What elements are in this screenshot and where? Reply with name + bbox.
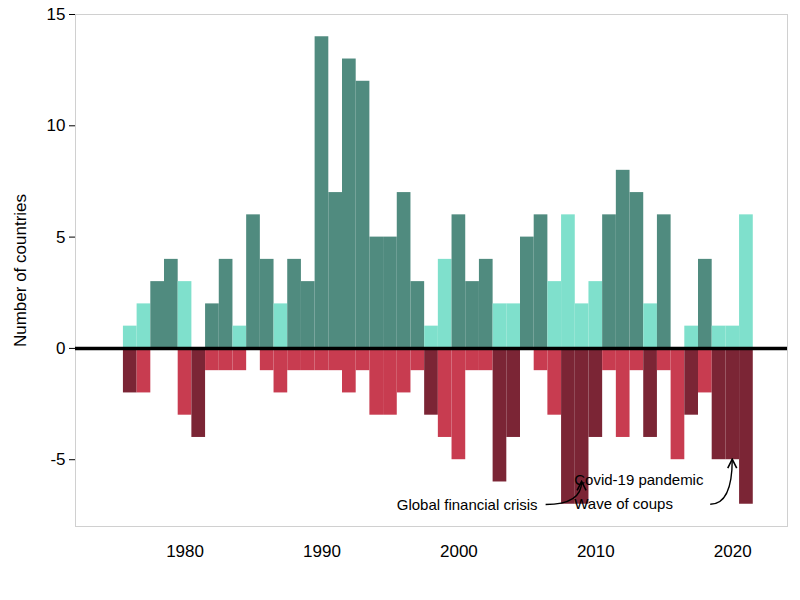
svg-text:10: 10 (47, 116, 66, 135)
svg-text:2010: 2010 (577, 542, 615, 561)
svg-text:Number of countries: Number of countries (11, 194, 30, 347)
svg-text:1980: 1980 (166, 542, 204, 561)
svg-text:2020: 2020 (714, 542, 752, 561)
svg-text:Global financial crisis: Global financial crisis (397, 496, 538, 513)
svg-text:1990: 1990 (303, 542, 341, 561)
svg-text:Wave of coups: Wave of coups (574, 495, 673, 512)
svg-text:-5: -5 (50, 450, 65, 469)
svg-text:15: 15 (47, 5, 66, 24)
svg-text:Covid-19 pandemic: Covid-19 pandemic (574, 471, 704, 488)
svg-text:2000: 2000 (440, 542, 478, 561)
svg-text:5: 5 (56, 228, 65, 247)
svg-text:0: 0 (56, 339, 65, 358)
